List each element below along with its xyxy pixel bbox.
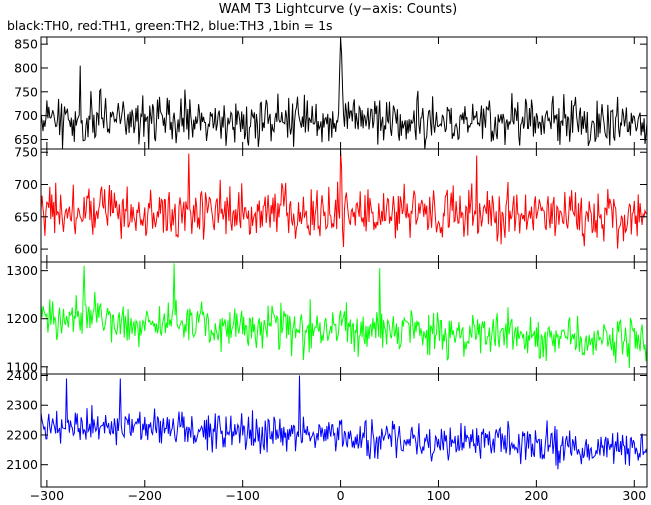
y-tick-label: 650 (14, 209, 38, 224)
series-line-th2 (41, 263, 647, 368)
y-tick-label: 700 (14, 108, 38, 123)
y-tick-label: 2100 (6, 457, 38, 472)
y-tick-label: 1300 (6, 263, 38, 278)
x-tick-label: 0 (337, 488, 345, 503)
y-tick-label: 1200 (6, 311, 38, 326)
panel-th0: 650 700 750 800 850 (14, 36, 648, 150)
panel-frame (40, 36, 648, 150)
panel-stack: 650 700 750 800 850 600 650 700 750 1100 1200 1300 2… (6, 36, 648, 503)
series-line-th0 (41, 38, 647, 149)
y-tick-label: 850 (14, 37, 38, 52)
chart-title: WAM T3 Lightcurve (y−axis: Counts) (219, 2, 457, 17)
panel-frame (40, 373, 648, 488)
x-tick-label: 100 (427, 488, 451, 503)
chart-subtitle: black:TH0, red:TH1, green:TH2, blue:TH3 … (7, 18, 333, 33)
panel-th1: 600 650 700 750 (14, 145, 648, 263)
x-tick-label: −300 (30, 488, 64, 503)
series-line-th1 (41, 150, 647, 249)
y-tick-label: 700 (14, 177, 38, 192)
y-tick-label: 800 (14, 60, 38, 75)
y-tick-label: 650 (14, 132, 38, 147)
x-tick-label: −200 (128, 488, 162, 503)
panel-th2: 1100 1200 1300 (6, 261, 648, 375)
x-tick-label: −100 (226, 488, 260, 503)
x-tick-label: 300 (622, 488, 646, 503)
series-line-th3 (41, 375, 647, 470)
y-tick-label: 750 (14, 145, 38, 160)
panel-frame (40, 261, 648, 375)
y-tick-label: 2300 (6, 398, 38, 413)
panel-th3: 2100 2200 2300 2400 (6, 368, 648, 488)
y-tick-label: 750 (14, 84, 38, 99)
y-tick-label: 1100 (6, 359, 38, 374)
x-tick-label: 200 (524, 488, 548, 503)
y-tick-label: 2400 (6, 368, 38, 383)
y-tick-label: 600 (14, 242, 38, 257)
x-axis-labels: −300 −200 −100 0 100 200 300 (30, 488, 647, 503)
y-tick-label: 2200 (6, 427, 38, 442)
